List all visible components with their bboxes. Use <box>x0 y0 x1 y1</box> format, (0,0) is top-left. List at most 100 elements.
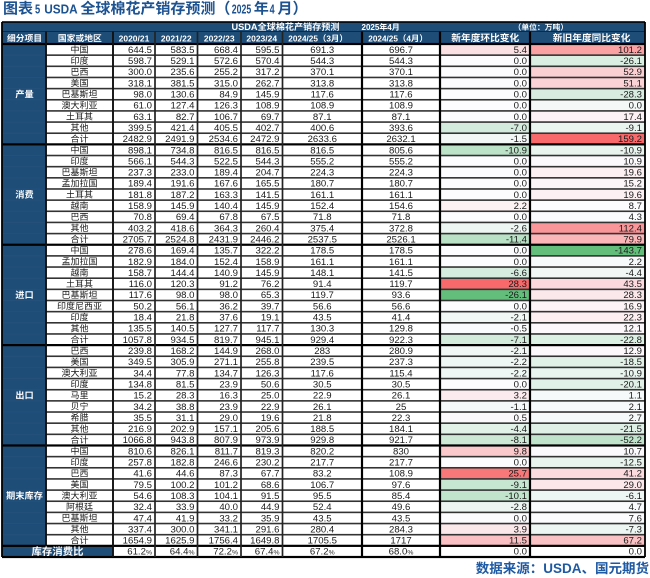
svg-text:217.7: 217.7 <box>389 458 413 469</box>
svg-text:810.6: 810.6 <box>128 446 152 457</box>
svg-text:18.4: 18.4 <box>133 313 152 324</box>
svg-text:1717: 1717 <box>390 536 411 547</box>
svg-text:117.6: 117.6 <box>389 90 412 101</box>
svg-text:108.9: 108.9 <box>310 101 334 112</box>
svg-text:945.1: 945.1 <box>255 335 279 346</box>
svg-text:181.8: 181.8 <box>128 190 152 201</box>
svg-text:4.3: 4.3 <box>629 212 642 223</box>
svg-text:43.5: 43.5 <box>313 513 332 524</box>
svg-text:12.1: 12.1 <box>623 324 642 335</box>
svg-text:127.7: 127.7 <box>214 324 238 335</box>
svg-text:81.5: 81.5 <box>176 379 195 390</box>
svg-text:529.1: 529.1 <box>170 56 194 67</box>
svg-text:2537.5: 2537.5 <box>308 234 337 245</box>
svg-text:43.5: 43.5 <box>623 279 642 290</box>
svg-text:161.1: 161.1 <box>389 190 413 201</box>
svg-text:418.6: 418.6 <box>170 223 194 234</box>
svg-text:16.9: 16.9 <box>623 301 642 312</box>
svg-text:268.0: 268.0 <box>255 346 279 357</box>
svg-text:126.3: 126.3 <box>214 101 238 112</box>
svg-text:144.9: 144.9 <box>214 346 238 357</box>
svg-text:22.9: 22.9 <box>261 402 280 413</box>
svg-text:56.6: 56.6 <box>392 301 411 312</box>
svg-text:4: 4 <box>406 34 411 43</box>
svg-text:49.6: 49.6 <box>392 502 411 513</box>
svg-text:56.1: 56.1 <box>176 301 195 312</box>
svg-text:555.2: 555.2 <box>310 156 334 167</box>
svg-text:819.3: 819.3 <box>255 446 279 457</box>
svg-text:84.9: 84.9 <box>219 90 238 101</box>
svg-text:-10.1: -10.1 <box>505 491 527 502</box>
svg-text:108.9: 108.9 <box>389 101 413 112</box>
svg-text:-28.3: -28.3 <box>620 90 642 101</box>
svg-text:898.1: 898.1 <box>128 145 152 156</box>
svg-text:2024/25: 2024/25 <box>288 34 318 43</box>
svg-text:71.8: 71.8 <box>392 212 411 223</box>
svg-text:1654.9: 1654.9 <box>123 536 152 547</box>
svg-text:115.4: 115.4 <box>389 368 413 379</box>
svg-text:2446.2: 2446.2 <box>250 234 279 245</box>
svg-text:-21.5: -21.5 <box>620 424 642 435</box>
svg-text:106.7: 106.7 <box>214 112 238 123</box>
svg-text:22.9: 22.9 <box>313 391 332 402</box>
svg-text:1649.8: 1649.8 <box>250 536 279 547</box>
svg-text:934.5: 934.5 <box>170 335 194 346</box>
svg-text:405.5: 405.5 <box>214 123 238 134</box>
svg-text:313.8: 313.8 <box>310 78 334 89</box>
svg-text:0.0: 0.0 <box>514 379 527 390</box>
svg-text:39.7: 39.7 <box>261 301 280 312</box>
svg-text:141.5: 141.5 <box>255 190 279 201</box>
svg-text:108.3: 108.3 <box>170 491 194 502</box>
svg-text:159.2: 159.2 <box>618 134 642 145</box>
svg-text:0.0: 0.0 <box>514 168 527 179</box>
svg-text:-9.1: -9.1 <box>510 480 527 491</box>
svg-text:239.8: 239.8 <box>128 346 152 357</box>
svg-text:-8.1: -8.1 <box>510 435 527 446</box>
svg-text:182.9: 182.9 <box>128 257 152 268</box>
svg-text:44.9: 44.9 <box>261 502 280 513</box>
svg-text:816.5: 816.5 <box>310 145 334 156</box>
svg-text:15.2: 15.2 <box>133 391 152 402</box>
svg-text:-1.1: -1.1 <box>510 402 527 413</box>
svg-text:2491.9: 2491.9 <box>165 134 194 145</box>
svg-text:154.6: 154.6 <box>389 201 413 212</box>
svg-text:421.4: 421.4 <box>170 123 195 134</box>
svg-text:30.5: 30.5 <box>392 379 411 390</box>
svg-text:-52.2: -52.2 <box>620 435 642 446</box>
svg-text:257.8: 257.8 <box>128 458 152 469</box>
svg-text:87.1: 87.1 <box>313 112 332 123</box>
svg-text:11.5: 11.5 <box>509 536 527 547</box>
svg-text:-9.1: -9.1 <box>625 123 642 134</box>
svg-text:50.6: 50.6 <box>261 379 280 390</box>
svg-text:161.1: 161.1 <box>310 190 334 201</box>
svg-text:35.5: 35.5 <box>133 413 152 424</box>
svg-text:50.2: 50.2 <box>133 301 152 312</box>
svg-text:-2.8: -2.8 <box>510 502 527 513</box>
svg-text:83.2: 83.2 <box>313 469 332 480</box>
svg-text:0.0: 0.0 <box>514 190 527 201</box>
svg-text:544.3: 544.3 <box>170 156 194 167</box>
svg-text:820.2: 820.2 <box>310 446 334 457</box>
svg-text:-18.5: -18.5 <box>620 357 642 368</box>
svg-text:0.0: 0.0 <box>514 56 527 67</box>
svg-text:349.5: 349.5 <box>128 357 152 368</box>
svg-text:205.6: 205.6 <box>255 424 279 435</box>
svg-text:-143.7: -143.7 <box>615 246 642 257</box>
svg-text:93.6: 93.6 <box>392 290 411 301</box>
svg-text:98.0: 98.0 <box>176 290 195 301</box>
svg-text:35.9: 35.9 <box>261 513 280 524</box>
svg-text:33.9: 33.9 <box>176 502 195 513</box>
svg-text:0.0: 0.0 <box>514 246 527 257</box>
svg-text:29.0: 29.0 <box>219 413 238 424</box>
svg-text:119.7: 119.7 <box>311 290 334 301</box>
svg-text:2632.1: 2632.1 <box>386 134 415 145</box>
svg-text:341.1: 341.1 <box>214 524 238 535</box>
svg-text:68.6: 68.6 <box>261 480 280 491</box>
svg-text:2.2: 2.2 <box>629 257 642 268</box>
svg-text:41.2: 41.2 <box>623 469 642 480</box>
svg-text:3: 3 <box>326 34 331 43</box>
svg-text:145.9: 145.9 <box>255 268 279 279</box>
svg-text:230.2: 230.2 <box>255 458 279 469</box>
svg-text:555.2: 555.2 <box>389 156 413 167</box>
svg-text:237.3: 237.3 <box>128 168 152 179</box>
